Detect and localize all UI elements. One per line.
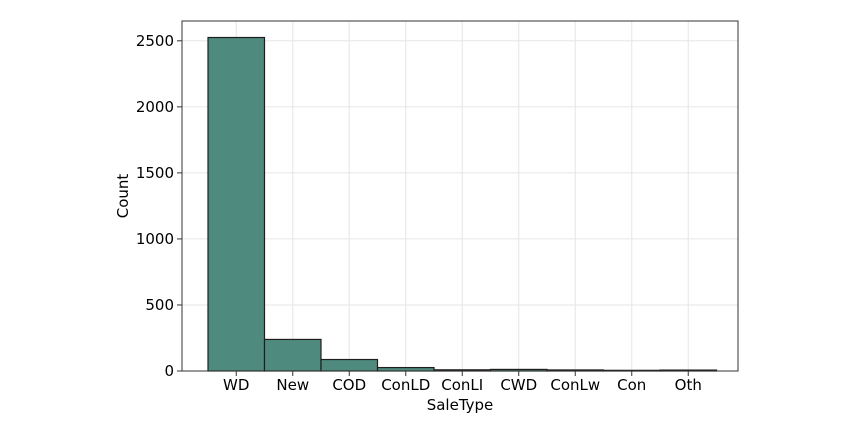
x-tick-label: Con (617, 376, 646, 394)
bar-WD (207, 36, 266, 372)
grid-lines (182, 21, 738, 372)
x-tick-label: Oth (675, 376, 702, 394)
x-axis-ticks: WD New COD ConLD ConLI CWD ConLw Con Oth (223, 371, 702, 394)
bars (207, 36, 718, 372)
x-tick-label: ConLw (550, 376, 600, 394)
y-tick-label: 2000 (136, 98, 174, 116)
y-tick-label: 2500 (136, 32, 174, 50)
y-tick-label: 500 (145, 296, 174, 314)
y-axis-ticks: 0 500 1000 1500 2000 2500 (136, 32, 182, 380)
y-tick-label: 1500 (136, 164, 174, 182)
y-tick-label: 0 (164, 362, 174, 380)
y-axis-label: Count (114, 174, 132, 219)
bar-COD (320, 358, 379, 372)
x-tick-label: ConLI (441, 376, 483, 394)
plot-frame (181, 20, 739, 372)
x-tick-label: CWD (500, 376, 537, 394)
bar-ConLD (376, 366, 435, 372)
x-tick-label: WD (223, 376, 249, 394)
x-tick-label: New (276, 376, 309, 394)
x-tick-label: ConLD (381, 376, 430, 394)
x-tick-label: COD (332, 376, 366, 394)
bar-New (263, 338, 322, 372)
x-axis-label: SaleType (427, 396, 494, 414)
y-tick-label: 1000 (136, 230, 174, 248)
